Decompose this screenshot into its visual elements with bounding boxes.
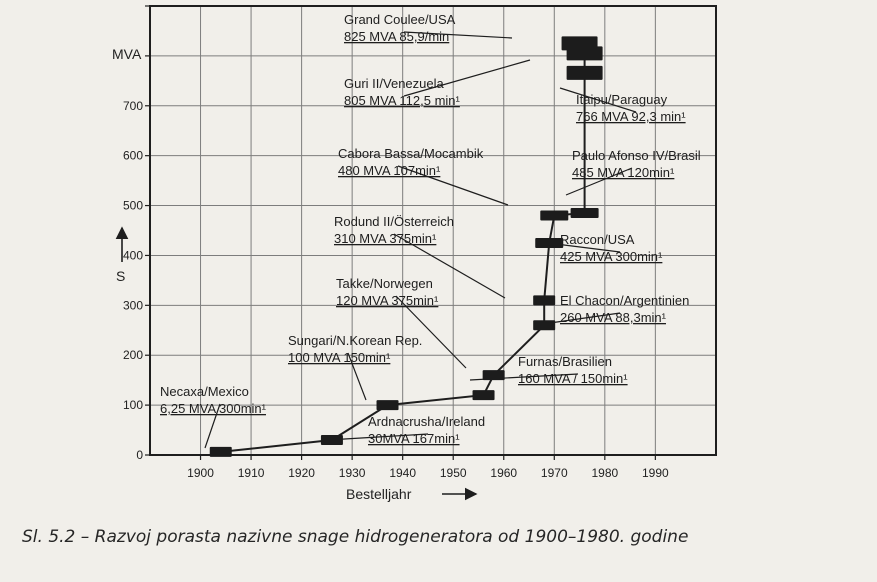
annotation-name-12: Grand Coulee/USA [344, 12, 456, 27]
annotation-value-12: 825 MVA 85,9/min [344, 29, 449, 44]
data-marker-7 [535, 237, 564, 248]
annotation-value-1: 30MVA 167min¹ [368, 431, 460, 446]
x-tick-label: 1960 [490, 466, 517, 480]
annotation-value-11: 805 MVA 112,5 min¹ [344, 93, 461, 108]
annotation-name-2: Sungari/N.Korean Rep. [288, 333, 422, 348]
annotation-name-5: El Chacon/Argentinien [560, 293, 689, 308]
annotation-name-8: Cabora Bassa/Mocambik [338, 146, 484, 161]
y-axis-ticks: 0 100 200 300 400 500 600 700 [123, 5, 150, 462]
x-axis-ticks: 1900 1910 1920 1930 1940 1950 1960 1970 1980 1990 [187, 455, 669, 480]
x-tick-label: 1990 [642, 466, 669, 480]
annotation-name-4: Furnas/Brasilien [518, 354, 612, 369]
data-marker-3 [472, 390, 495, 401]
x-tick-label: 1900 [187, 466, 214, 480]
data-marker-9 [570, 208, 599, 219]
plot-frame [149, 5, 717, 456]
annotation-name-3: Takke/Norwegen [336, 276, 433, 291]
annotation-value-0: 6,25 MVA 300min¹ [160, 401, 267, 416]
y-tick-label: 700 [123, 99, 143, 113]
annotation-value-6: 310 MVA 375min¹ [334, 231, 437, 246]
annotation-value-9: 485 MVA 120min¹ [572, 165, 675, 180]
leader-line-9 [565, 167, 633, 196]
annotation-value-8: 480 MVA 107min¹ [338, 163, 441, 178]
x-tick-label: 1970 [541, 466, 568, 480]
leader-line-12 [403, 31, 513, 39]
data-marker-12 [561, 36, 598, 51]
data-markers [209, 36, 603, 457]
x-tick-label: 1980 [591, 466, 618, 480]
figure-caption: Sl. 5.2 – Razvoj porasta nazivne snage h… [22, 527, 689, 547]
x-tick-label: 1930 [339, 466, 366, 480]
data-annotations: Necaxa/Mexico 6,25 MVA 300min¹ Ardnacrusha… [160, 12, 701, 446]
leader-line-6 [393, 233, 506, 299]
x-tick-label: 1920 [288, 466, 315, 480]
y-tick-label: 100 [123, 398, 143, 412]
x-tick-label: 1910 [238, 466, 265, 480]
y-tick-label: 200 [123, 348, 143, 362]
annotation-value-7: 425 MVA 300min¹ [560, 249, 663, 264]
annotation-name-1: Ardnacrusha/Ireland [368, 414, 485, 429]
leader-line-1 [327, 433, 429, 441]
annotation-name-0: Necaxa/Mexico [160, 384, 249, 399]
annotation-name-7: Raccon/USA [560, 232, 635, 247]
annotation-value-3: 120 MVA 375min¹ [336, 293, 439, 308]
y-axis-title: S [116, 268, 125, 284]
leader-line-2 [347, 352, 367, 401]
data-marker-2 [376, 400, 399, 411]
y-tick-label: 500 [123, 199, 143, 213]
y-tick-label: 300 [123, 298, 143, 312]
leader-line-8 [397, 165, 509, 206]
x-tick-label: 1940 [389, 466, 416, 480]
data-marker-1 [320, 435, 343, 446]
leader-line-0 [204, 403, 221, 449]
annotation-name-9: Paulo Afonso IV/Brasil [572, 148, 701, 163]
annotation-value-2: 100 MVA 150min¹ [288, 350, 391, 365]
leader-line-11 [403, 59, 531, 97]
y-tick-label: 0 [136, 448, 143, 462]
annotation-name-11: Guri II/Venezuela [344, 76, 444, 91]
annotation-value-5: 260 MVA 88,3min¹ [560, 310, 667, 325]
annotation-name-6: Rodund II/Österreich [334, 214, 454, 229]
annotation-value-4: 160 MVA / 150min¹ [518, 371, 628, 386]
data-marker-10 [566, 65, 603, 80]
data-marker-6 [533, 295, 556, 306]
annotation-name-10: Itaipu/Paraguay [576, 92, 668, 107]
data-marker-8 [540, 210, 569, 221]
y-unit-label: MVA [112, 46, 142, 62]
data-marker-4 [482, 370, 505, 381]
leader-line-10 [559, 87, 637, 113]
leader-line-3 [395, 295, 467, 369]
y-tick-label: 400 [123, 248, 143, 262]
y-tick-label: 600 [123, 149, 143, 163]
annotation-value-10: 766 MVA 92,3 min¹ [576, 109, 686, 124]
data-marker-5 [533, 320, 556, 331]
x-tick-label: 1950 [440, 466, 467, 480]
data-marker-0 [209, 446, 232, 457]
x-axis-title: Bestelljahr [346, 486, 412, 502]
